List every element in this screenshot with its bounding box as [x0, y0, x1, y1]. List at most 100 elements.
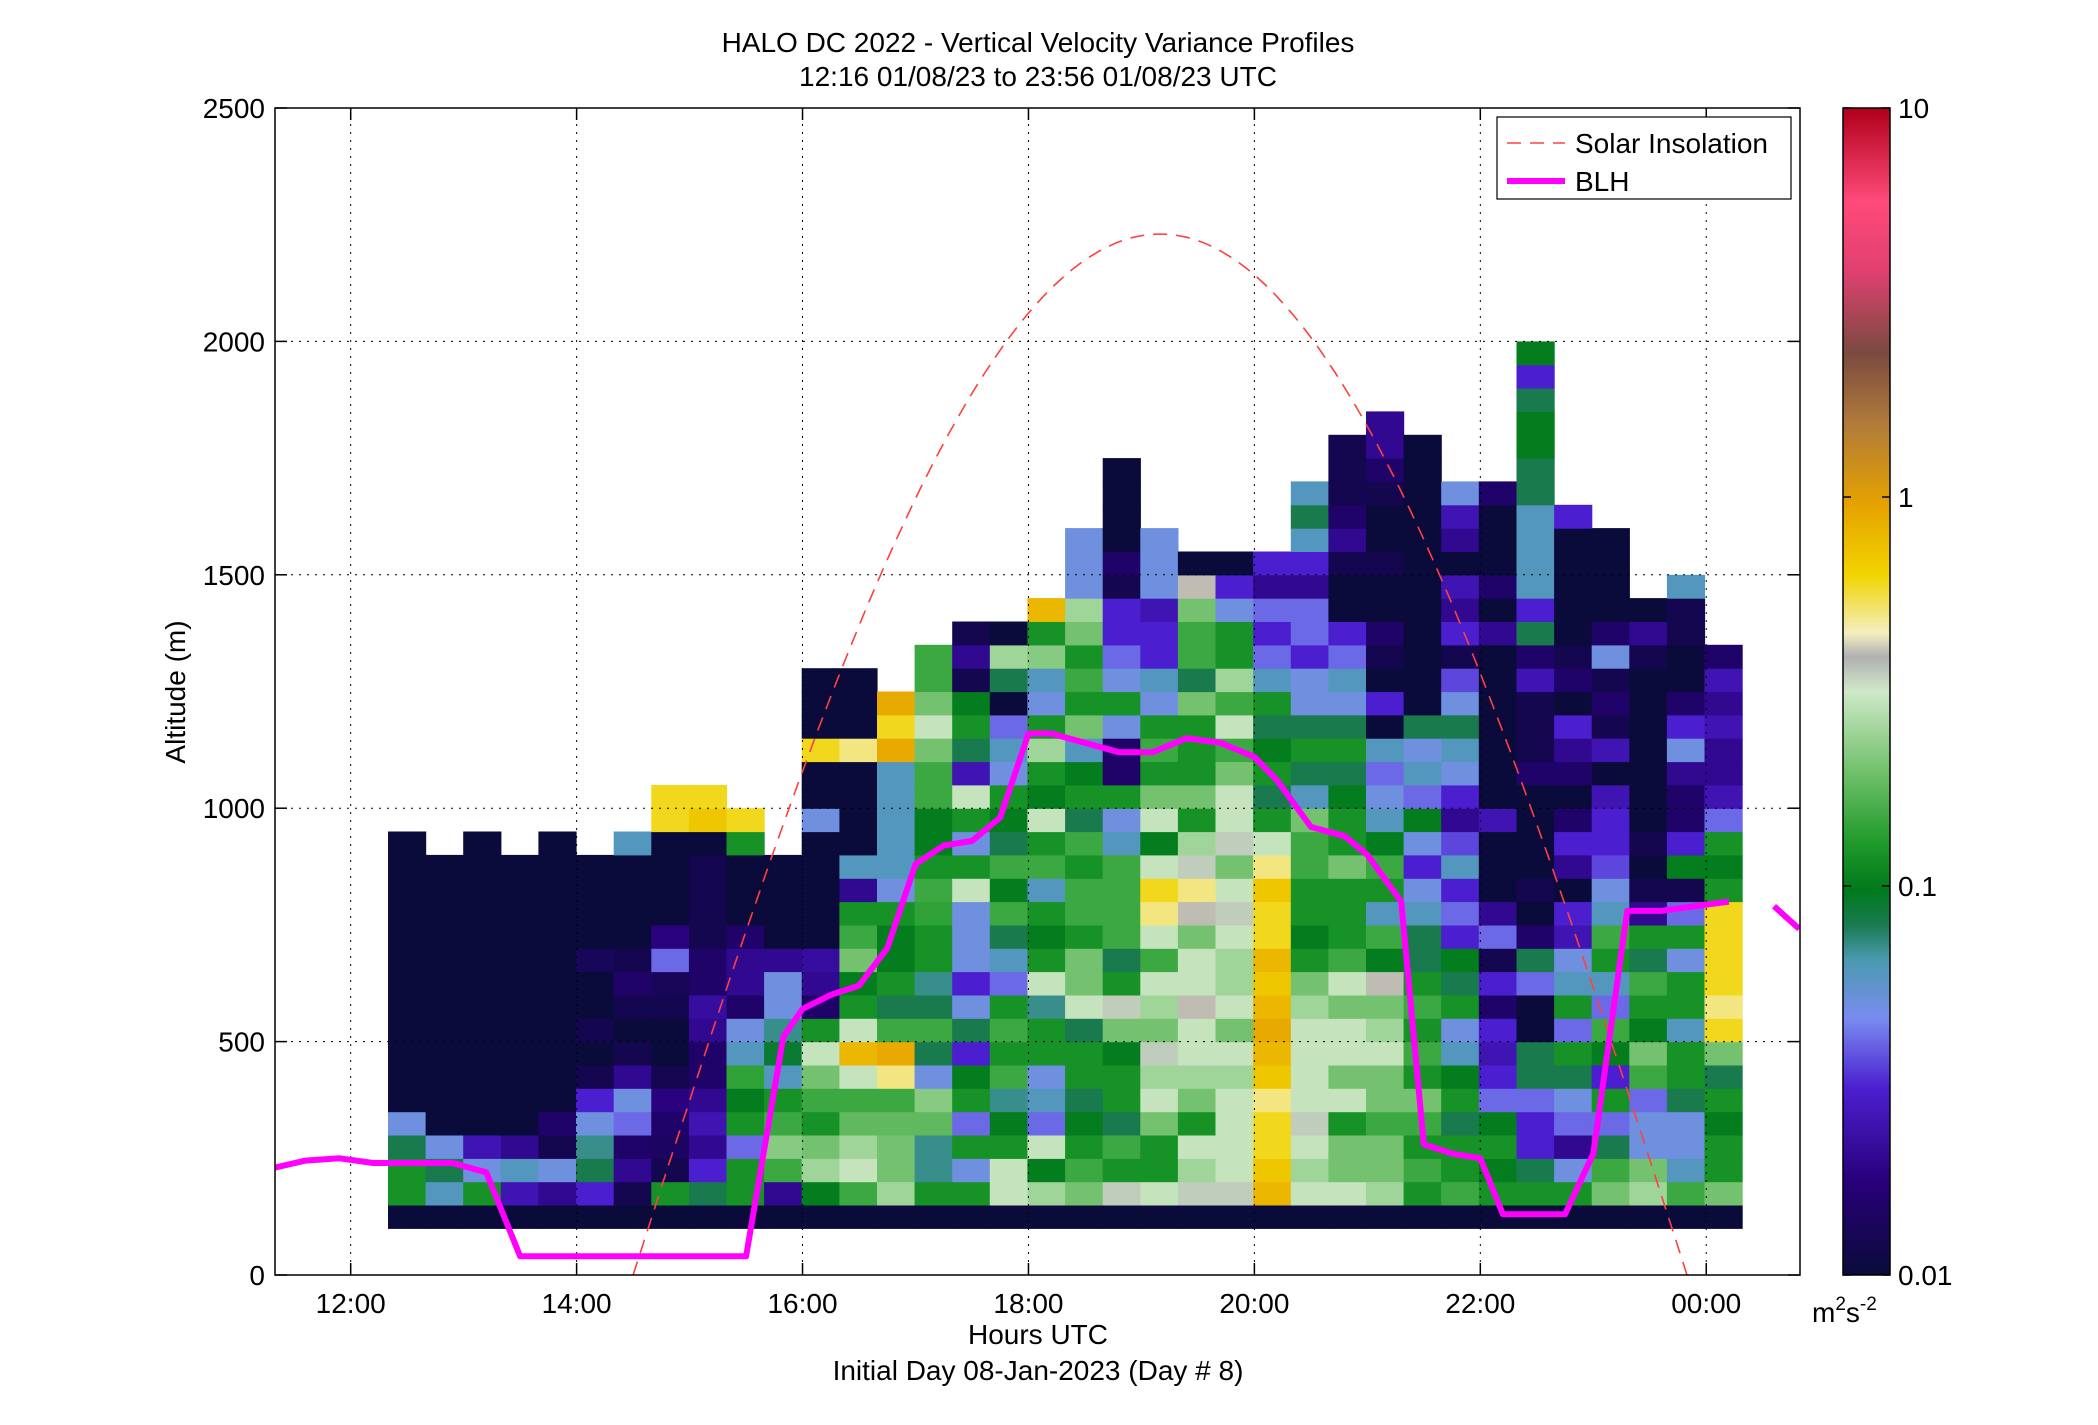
heatmap-cell [1441, 808, 1480, 833]
heatmap-cell [1554, 971, 1593, 996]
heatmap-cell [801, 738, 840, 763]
heatmap-cell [1102, 831, 1141, 856]
heatmap-cell [1591, 878, 1630, 903]
heatmap-cell [1591, 621, 1630, 646]
heatmap-cell [1065, 878, 1104, 903]
heatmap-cell [1065, 1018, 1104, 1043]
heatmap-cell [1065, 901, 1104, 926]
heatmap-cell [576, 1181, 615, 1206]
heatmap-cell [538, 1135, 577, 1159]
heatmap-cell [1516, 364, 1555, 389]
heatmap-cell [1478, 621, 1517, 646]
heatmap-cell [1516, 738, 1555, 763]
heatmap-cell [764, 994, 803, 1019]
heatmap-cell [801, 1111, 840, 1136]
heatmap-cell [613, 1018, 652, 1043]
heatmap-cell [1366, 1181, 1405, 1206]
heatmap-cell [1328, 924, 1367, 949]
heatmap-cell [1516, 1088, 1555, 1113]
heatmap-cell [688, 1041, 728, 1066]
heatmap-cell [1704, 738, 1743, 763]
heatmap-cell [1215, 1088, 1254, 1113]
heatmap-cell [1554, 878, 1593, 903]
heatmap-cell [1666, 1111, 1706, 1136]
heatmap-cell [764, 1181, 803, 1206]
heatmap-cell [1441, 1018, 1480, 1043]
heatmap-cell [1177, 1088, 1217, 1113]
heatmap-cell [1554, 784, 1593, 809]
heatmap-cell [1253, 714, 1292, 739]
heatmap-cell [839, 924, 878, 949]
heatmap-cell [914, 948, 953, 973]
heatmap-cell [1366, 458, 1405, 482]
heatmap-cell [839, 878, 878, 903]
heatmap-cell [1027, 1205, 1066, 1229]
heatmap-cell [1140, 761, 1179, 786]
heatmap-cell [877, 691, 916, 716]
heatmap-cell [1102, 994, 1141, 1019]
heatmap-cell [1403, 1064, 1442, 1089]
heatmap-cell [1215, 1158, 1254, 1183]
heatmap-cell [1215, 784, 1254, 809]
heatmap-cell [1629, 1181, 1668, 1206]
heatmap-cell [1403, 1158, 1442, 1183]
heatmap-cell [1290, 644, 1329, 669]
heatmap-cell [1177, 598, 1217, 622]
heatmap-cell [839, 994, 878, 1019]
heatmap-cell [877, 1111, 916, 1136]
legend: Solar Insolation BLH [1496, 116, 1792, 200]
heatmap-cell [1704, 784, 1743, 809]
heatmap-cell [1366, 761, 1405, 786]
heatmap-cell [1065, 784, 1104, 809]
heatmap-cell [1253, 1041, 1292, 1066]
heatmap-cell [1102, 761, 1141, 786]
heatmap-cell [1290, 621, 1329, 646]
heatmap-cell [989, 1018, 1028, 1043]
heatmap-cell [1102, 714, 1141, 739]
heatmap-cell [1516, 1181, 1555, 1206]
heatmap-cell [1478, 598, 1517, 622]
heatmap-cell [576, 1064, 615, 1089]
heatmap-cell [1478, 1205, 1517, 1229]
heatmap-cell [613, 1088, 652, 1113]
heatmap-cell [1478, 948, 1517, 973]
heatmap-cell [500, 1158, 539, 1183]
heatmap-cell [1290, 714, 1329, 739]
heatmap-cell [425, 948, 464, 973]
heatmap-cell [1290, 901, 1329, 926]
heatmap-cell [1027, 784, 1066, 809]
heatmap-cell [1591, 784, 1630, 809]
heatmap-cell [1290, 878, 1329, 903]
heatmap-cell [463, 1018, 502, 1043]
heatmap-cell [801, 901, 840, 926]
x-tick-label: 22:00 [1445, 1288, 1515, 1319]
heatmap-cell [1403, 738, 1442, 763]
heatmap-cell [1516, 1111, 1555, 1136]
heatmap-cell [1253, 1018, 1292, 1043]
heatmap-cell [1177, 901, 1217, 926]
heatmap-cell [1290, 831, 1329, 856]
heatmap-cell [1704, 761, 1743, 786]
heatmap-cell [1516, 901, 1555, 926]
heatmap-cell [1027, 598, 1066, 622]
heatmap-cell [1629, 994, 1668, 1019]
heatmap-cell [989, 1181, 1028, 1206]
heatmap-cell [1290, 691, 1329, 716]
heatmap-cell [576, 971, 615, 996]
heatmap-cell [1516, 668, 1555, 693]
heatmap-cell [1102, 691, 1141, 716]
heatmap-cell [839, 668, 878, 693]
heatmap-cell [463, 994, 502, 1019]
heatmap-cell [1253, 948, 1292, 973]
heatmap-cell [1403, 598, 1442, 622]
heatmap-cell [1328, 1205, 1367, 1229]
heatmap-cell [764, 948, 803, 973]
heatmap-cell [726, 994, 765, 1019]
heatmap-cell [1102, 1158, 1141, 1183]
heatmap-cell [688, 1158, 728, 1183]
heatmap-cell [613, 1158, 652, 1183]
heatmap-cell [1177, 738, 1217, 763]
heatmap-cell [1102, 528, 1141, 552]
heatmap-cell [425, 1135, 464, 1159]
heatmap-cell [801, 808, 840, 833]
